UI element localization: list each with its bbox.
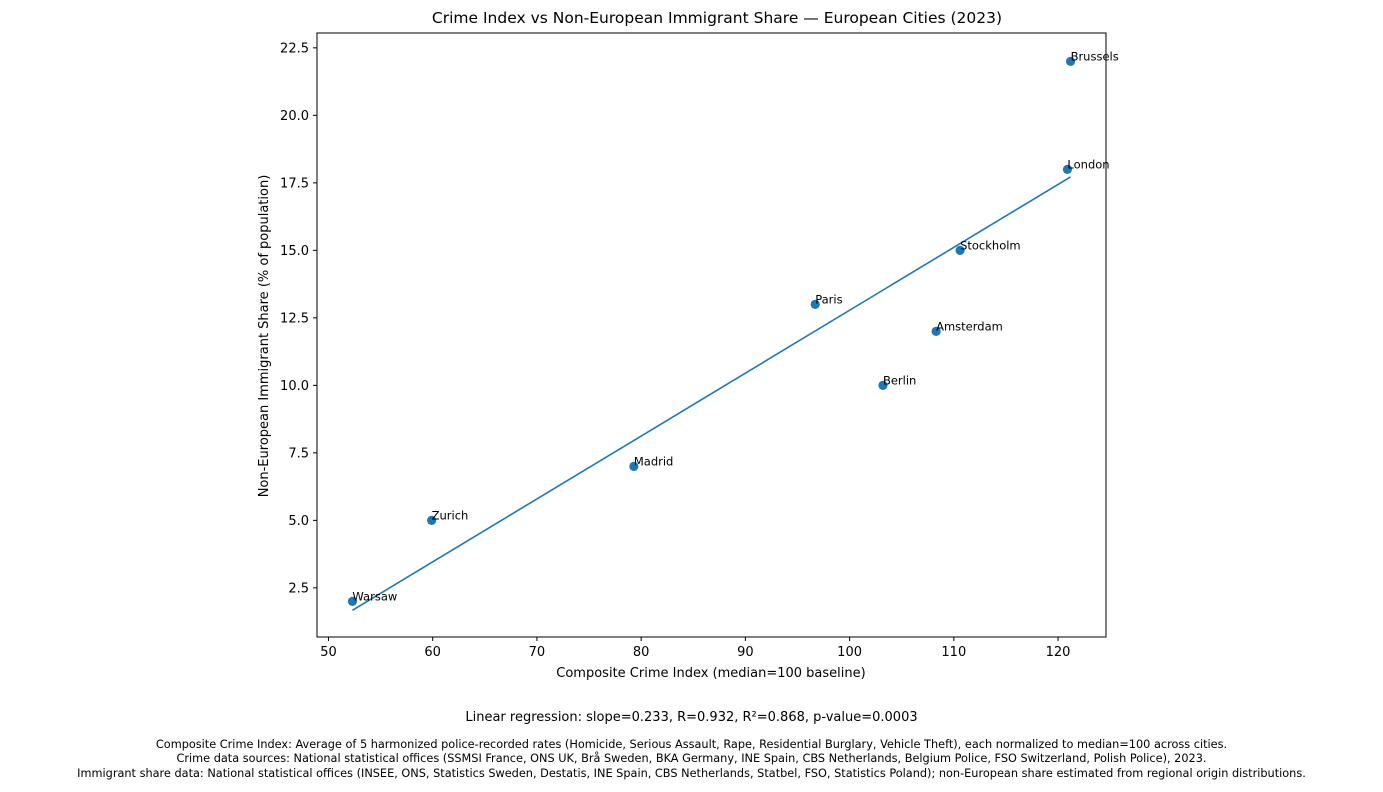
scatter-chart: Crime Index vs Non-European Immigrant Sh… — [257, 9, 1119, 681]
point-label-brussels: Brussels — [1071, 49, 1119, 63]
data-point-zurich — [427, 515, 437, 525]
footnotes: Composite Crime Index: Average of 5 harm… — [0, 738, 1383, 781]
regression-line — [352, 176, 1071, 611]
point-label-madrid: Madrid — [634, 454, 674, 468]
footnote-crime-index: Composite Crime Index: Average of 5 harm… — [155, 738, 1228, 751]
data-point-paris — [810, 299, 820, 309]
data-point-warsaw — [347, 596, 358, 606]
y-tick-label: 5.0 — [288, 514, 309, 529]
data-point-stockholm — [955, 245, 965, 255]
point-label-paris: Paris — [815, 292, 842, 306]
point-label-warsaw: Warsaw — [352, 589, 397, 603]
x-axis-label: Composite Crime Index (median=100 baseli… — [556, 666, 865, 681]
point-label-berlin: Berlin — [883, 373, 916, 387]
point-label-stockholm: Stockholm — [960, 238, 1021, 252]
y-axis-label: Non-European Immigrant Share (% of popul… — [257, 175, 272, 498]
point-label-london: London — [1067, 157, 1109, 171]
plot-area: Warsaw Zurich Madrid Paris Berlin Amsterdam St… — [347, 49, 1119, 611]
y-tick-label: 12.5 — [280, 311, 309, 326]
y-tick-label: 7.5 — [288, 446, 309, 461]
data-point-madrid — [629, 461, 639, 471]
data-point-london — [1062, 164, 1073, 174]
footnote-crime-sources: Crime data sources: National statistical… — [176, 752, 1207, 766]
data-point-berlin — [878, 380, 888, 390]
x-tick-label: 90 — [737, 645, 754, 660]
x-tick-label: 60 — [424, 645, 441, 660]
plot-frame — [316, 32, 1107, 638]
x-tick-label: 120 — [1046, 645, 1071, 660]
chart-title: Crime Index vs Non-European Immigrant Sh… — [432, 9, 1002, 27]
x-tick-label: 70 — [529, 645, 546, 660]
regression-stats: Linear regression: slope=0.233, R=0.932,… — [465, 710, 918, 725]
y-tick-label: 15.0 — [280, 244, 309, 259]
x-axis: 50 60 70 80 90 100 110 120 — [320, 637, 1070, 660]
y-tick-label: 20.0 — [280, 109, 309, 124]
x-tick-label: 50 — [320, 645, 337, 660]
x-tick-label: 80 — [633, 645, 650, 660]
point-label-amsterdam: Amsterdam — [936, 319, 1003, 333]
y-tick-label: 22.5 — [280, 41, 309, 56]
y-axis: 2.5 5.0 7.5 10.0 12.5 15.0 17.5 20.0 22.5 — [280, 41, 317, 596]
x-tick-label: 110 — [941, 645, 966, 660]
y-tick-label: 17.5 — [280, 176, 309, 191]
y-tick-label: 2.5 — [288, 581, 309, 596]
y-tick-label: 10.0 — [280, 379, 309, 394]
data-point-brussels — [1065, 56, 1076, 66]
x-tick-label: 100 — [837, 645, 862, 660]
footnote-immigrant-sources: Immigrant share data: National statistic… — [77, 766, 1306, 780]
data-point-amsterdam — [931, 326, 941, 336]
point-label-zurich: Zurich — [432, 508, 469, 522]
